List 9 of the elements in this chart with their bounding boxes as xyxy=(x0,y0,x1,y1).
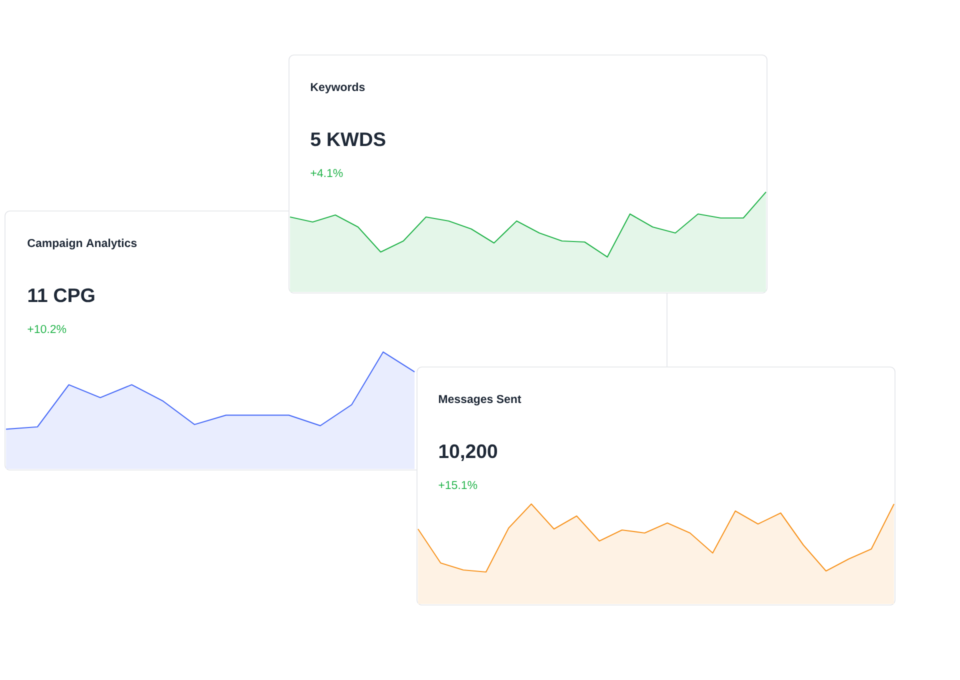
chart-subtitle: 11 CPG xyxy=(28,288,94,302)
text: +15.1% xyxy=(438,481,478,490)
chart-title: Messages Sent xyxy=(438,394,522,406)
chart-subtitle: 10,200 xyxy=(439,444,498,462)
text: +4.1% xyxy=(310,169,343,178)
chart-title: Campaign Analytics xyxy=(28,238,137,250)
chart-subtitle: 5 KWDS xyxy=(310,132,386,146)
text: +10.2% xyxy=(28,324,66,334)
chart-title: Keywords xyxy=(310,82,365,94)
